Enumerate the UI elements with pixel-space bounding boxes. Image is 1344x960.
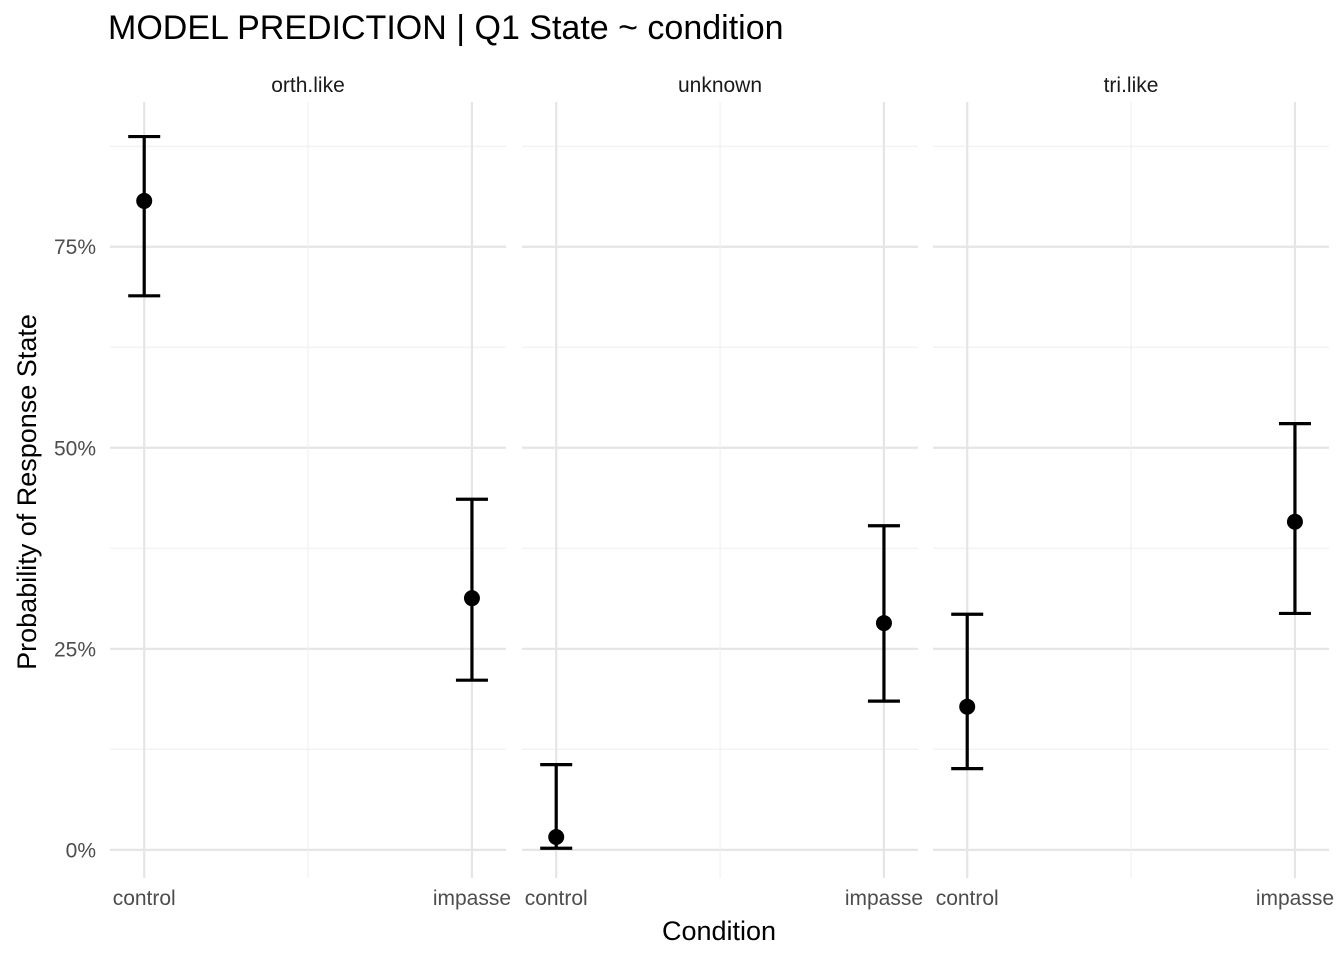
x-tick-label: impasse	[433, 887, 511, 910]
data-point	[959, 698, 976, 715]
x-tick-label: impasse	[1256, 887, 1334, 910]
facet-strip-label: unknown	[678, 74, 762, 97]
facet-panel-unknown: unknown control impasse	[522, 74, 923, 910]
y-tick-label: 75%	[54, 236, 96, 259]
x-axis-title: Condition	[662, 916, 776, 946]
x-tick-label: control	[113, 887, 176, 910]
error-bar	[867, 524, 900, 703]
facet-panel-orth-like: orth.like control impasse	[110, 74, 511, 910]
x-tick-label: control	[525, 887, 588, 910]
error-bar	[455, 497, 488, 682]
data-point	[1286, 513, 1303, 530]
data-point	[463, 590, 480, 607]
y-tick-label: 0%	[66, 839, 96, 862]
error-bar	[951, 612, 984, 771]
data-point	[548, 828, 565, 845]
facet-panels: orth.like control impasse unknown control imp…	[110, 74, 1334, 910]
data-point	[875, 615, 892, 632]
facet-strip-label: orth.like	[271, 74, 345, 97]
chart-title: MODEL PREDICTION | Q1 State ~ condition	[108, 9, 784, 47]
x-tick-label: impasse	[845, 887, 923, 910]
y-tick-label: 25%	[54, 638, 96, 661]
y-tick-label: 50%	[54, 437, 96, 460]
facet-strip-label: tri.like	[1104, 74, 1159, 97]
facet-panel-tri-like: tri.like control impasse	[933, 74, 1334, 910]
y-axis-title: Probability of Response State	[12, 314, 42, 670]
data-point	[136, 192, 153, 209]
x-tick-label: control	[936, 887, 999, 910]
error-bar	[128, 134, 161, 298]
y-axis-ticks: 0% 25% 50% 75%	[54, 236, 96, 862]
